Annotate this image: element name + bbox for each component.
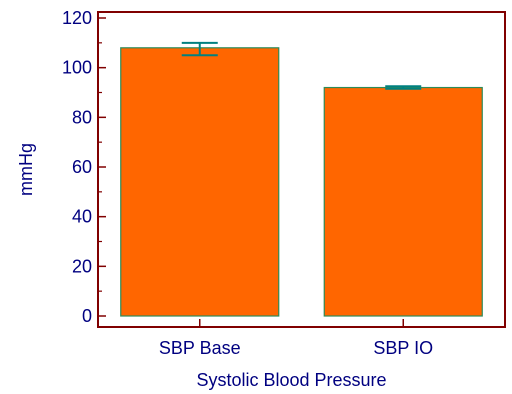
- plot-frame: [97, 11, 506, 328]
- y-tick-label: 80: [72, 107, 92, 127]
- x-axis-title: Systolic Blood Pressure: [196, 370, 386, 390]
- x-category-label: SBP Base: [159, 338, 241, 358]
- y-tick-label: 20: [72, 256, 92, 276]
- bar-sbp-base: [120, 47, 280, 317]
- error-bars: [181, 41, 422, 90]
- y-tick-label: 60: [72, 157, 92, 177]
- y-tick-label: 120: [62, 8, 92, 28]
- x-category-label: SBP IO: [373, 338, 433, 358]
- y-tick-label: 100: [62, 58, 92, 78]
- x-axis: SBP Base SBP IO: [159, 319, 433, 358]
- plot-area: [97, 11, 506, 328]
- y-tick-label: 0: [82, 306, 92, 326]
- y-tick-label: 40: [72, 207, 92, 227]
- bar-sbp-io: [323, 86, 483, 317]
- bar-series: [120, 47, 483, 317]
- y-axis-title: mmHg: [16, 143, 36, 196]
- y-axis: 0 20 40 60 80 100 120: [62, 8, 106, 326]
